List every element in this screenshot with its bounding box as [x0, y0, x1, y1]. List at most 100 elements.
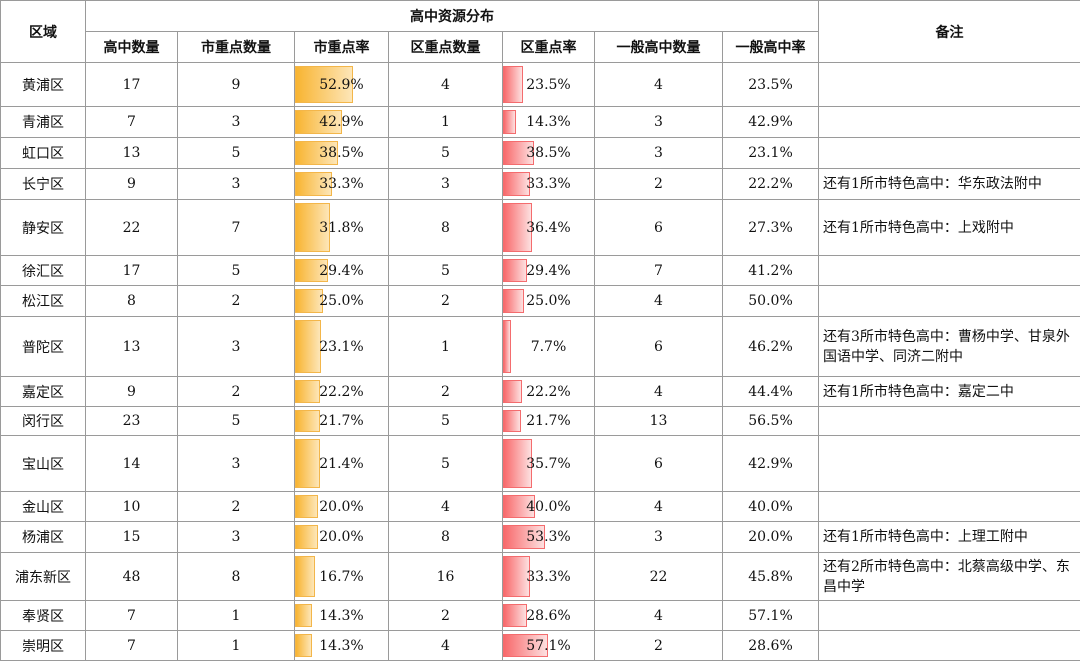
rate-label: 31.8%	[319, 219, 364, 236]
city-key: 3	[177, 106, 295, 138]
general: 13	[594, 406, 723, 436]
data-bar	[503, 380, 522, 403]
district-key: 16	[388, 552, 503, 601]
region: 杨浦区	[0, 521, 86, 553]
data-bar	[503, 66, 523, 103]
rate-cell: 35.7%	[502, 435, 595, 492]
column-header: 一般高中率	[721, 31, 820, 63]
rate-label: 14.3%	[319, 637, 364, 654]
general-rate: 45.8%	[721, 552, 820, 601]
data-bar	[295, 380, 321, 403]
data-bar	[503, 259, 528, 282]
general-rate: 46.2%	[721, 316, 820, 377]
city-key: 5	[177, 406, 295, 436]
note	[818, 406, 1080, 436]
rate-label: 21.7%	[526, 413, 571, 429]
rate-cell: 38.5%	[502, 137, 595, 169]
rate-cell: 16.7%	[294, 552, 389, 601]
region: 虹口区	[0, 137, 86, 169]
rate-cell: 52.9%	[294, 62, 389, 107]
header-group: 高中资源分布	[84, 0, 820, 32]
rate-cell: 38.5%	[294, 137, 389, 169]
rate-label: 42.9%	[319, 114, 364, 130]
rate-label: 53.3%	[526, 529, 571, 545]
city-key: 2	[177, 491, 295, 522]
general: 4	[594, 62, 723, 107]
note	[818, 600, 1080, 631]
rate-cell: 21.4%	[294, 435, 389, 492]
note	[818, 62, 1080, 107]
table-row: 虹口区 13 5 38.5% 5 38.5% 3 23.1%	[0, 137, 1080, 169]
general: 4	[594, 285, 723, 317]
data-bar	[295, 259, 328, 282]
rate-label: 14.3%	[526, 114, 571, 130]
rate-cell: 29.4%	[502, 255, 595, 286]
data-bar	[503, 495, 536, 518]
rate-label: 36.4%	[526, 219, 571, 236]
rate-cell: 57.1%	[502, 630, 595, 661]
count: 9	[85, 376, 178, 407]
district-key: 2	[388, 600, 503, 631]
region: 松江区	[0, 285, 86, 317]
district-key: 5	[388, 435, 503, 492]
data-bar	[503, 556, 531, 597]
rate-label: 28.6%	[526, 607, 571, 624]
general: 6	[594, 199, 723, 256]
rate-label: 33.3%	[319, 176, 364, 192]
general: 4	[594, 376, 723, 407]
data-bar	[503, 320, 511, 373]
general-rate: 42.9%	[721, 106, 820, 138]
header-region: 区域	[0, 0, 86, 63]
count: 7	[85, 600, 178, 631]
note: 还有1所市特色高中：上理工附中	[818, 521, 1080, 553]
data-bar	[503, 410, 522, 432]
note	[818, 630, 1080, 661]
city-key: 3	[177, 316, 295, 377]
rate-label: 7.7%	[530, 338, 567, 355]
note	[818, 435, 1080, 492]
data-bar	[503, 141, 534, 165]
rate-cell: 21.7%	[502, 406, 595, 436]
general: 4	[594, 491, 723, 522]
general: 2	[594, 630, 723, 661]
general: 2	[594, 168, 723, 200]
data-bar	[295, 172, 333, 196]
district-key: 5	[388, 137, 503, 169]
rate-label: 25.0%	[526, 293, 571, 309]
district-key: 2	[388, 376, 503, 407]
data-bar	[503, 203, 533, 252]
column-header: 高中数量	[85, 31, 178, 63]
rate-cell: 20.0%	[294, 491, 389, 522]
table-row: 黄浦区 17 9 52.9% 4 23.5% 4 23.5%	[0, 62, 1080, 107]
general-rate: 20.0%	[721, 521, 820, 553]
count: 48	[85, 552, 178, 601]
region: 奉贤区	[0, 600, 86, 631]
rate-cell: 22.2%	[294, 376, 389, 407]
data-bar	[503, 110, 516, 134]
table-row: 宝山区 14 3 21.4% 5 35.7% 6 42.9%	[0, 435, 1080, 492]
general-rate: 56.5%	[721, 406, 820, 436]
rate-cell: 36.4%	[502, 199, 595, 256]
rate-label: 21.4%	[319, 455, 364, 472]
data-bar	[295, 110, 343, 134]
region: 闵行区	[0, 406, 86, 436]
general: 3	[594, 106, 723, 138]
city-key: 2	[177, 285, 295, 317]
district-key: 1	[388, 106, 503, 138]
district-key: 4	[388, 630, 503, 661]
data-bar	[295, 320, 322, 373]
data-bar	[503, 604, 527, 627]
region: 黄浦区	[0, 62, 86, 107]
city-key: 7	[177, 199, 295, 256]
note: 还有1所市特色高中：上戏附中	[818, 199, 1080, 256]
general-rate: 23.5%	[721, 62, 820, 107]
rate-cell: 25.0%	[294, 285, 389, 317]
note	[818, 285, 1080, 317]
table-row: 青浦区 7 3 42.9% 1 14.3% 3 42.9%	[0, 106, 1080, 138]
general-rate: 22.2%	[721, 168, 820, 200]
column-header: 区重点数量	[388, 31, 503, 63]
rate-label: 29.4%	[319, 262, 364, 279]
general-rate: 42.9%	[721, 435, 820, 492]
rate-cell: 29.4%	[294, 255, 389, 286]
general-rate: 28.6%	[721, 630, 820, 661]
